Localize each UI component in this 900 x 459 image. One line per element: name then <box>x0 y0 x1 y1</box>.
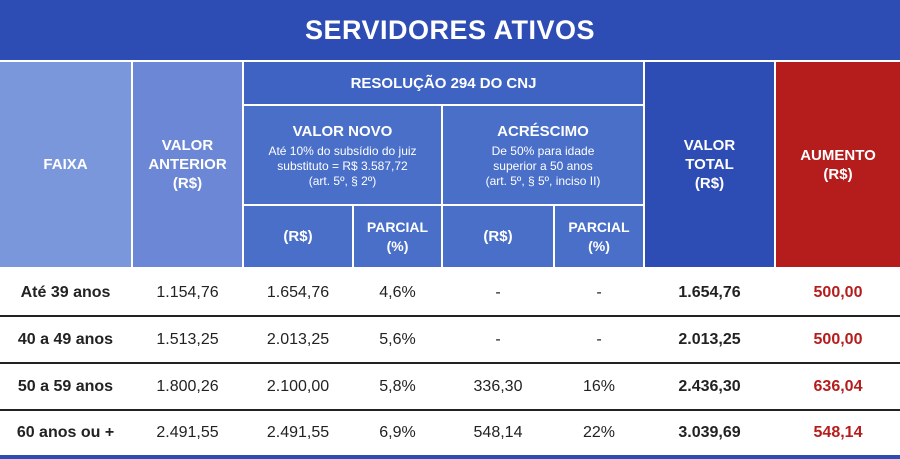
header-resolucao-label: RESOLUÇÃO 294 DO CNJ <box>350 74 537 92</box>
cell-faixa: 60 anos ou + <box>16 424 115 441</box>
bottom-bar <box>0 455 900 459</box>
cell-anterior: 2.491,55 <box>156 424 219 441</box>
header-acrescimo-title: ACRÉSCIMO <box>497 122 589 140</box>
subheader-novo-rs-label: (R$) <box>283 228 313 245</box>
cell-aumento: 500,00 <box>813 283 863 301</box>
cell-acrescimo-parcial: - <box>596 283 602 301</box>
cell-faixa: 50 a 59 anos <box>17 377 114 395</box>
cell-acrescimo: 336,30 <box>473 377 523 395</box>
subheader-novo-parcial: PARCIAL (%) <box>354 206 441 267</box>
subheader-acrescimo-rs-label: (R$) <box>483 228 513 245</box>
cell-novo: 2.100,00 <box>266 377 330 395</box>
cell-acrescimo-parcial: 16% <box>582 377 616 395</box>
header-aumento-line2: (R$) <box>823 165 853 183</box>
cell-acrescimo: - <box>495 283 501 301</box>
header-valor-anterior-line1: VALOR <box>161 137 214 154</box>
header-valor-anterior-line3: (R$) <box>172 175 203 192</box>
subheader-novo-parcial-line1: PARCIAL <box>366 218 429 235</box>
header-faixa-label: FAIXA <box>43 156 88 173</box>
cell-acrescimo: - <box>495 330 501 348</box>
page-title: SERVIDORES ATIVOS <box>304 14 596 45</box>
cell-total: 2.436,30 <box>678 377 741 395</box>
table-row: Até 39 anos 1.154,76 1.654,76 4,6% - - 1… <box>0 270 900 317</box>
table-row: 50 a 59 anos 1.800,26 2.100,00 5,8% 336,… <box>0 364 900 411</box>
header-faixa: FAIXA <box>0 62 131 267</box>
cell-acrescimo: 548,14 <box>473 424 523 441</box>
header-acrescimo-note-3: (art. 5º, § 5º, inciso II) <box>485 173 601 188</box>
header-valor-total-line2: TOTAL <box>685 156 734 173</box>
subheader-acrescimo-parcial-line2: (%) <box>588 237 610 254</box>
subheader-novo-parcial-line2: (%) <box>386 237 409 254</box>
header-valor-total: VALOR TOTAL (R$) <box>645 62 774 267</box>
cell-anterior: 1.513,25 <box>156 330 219 348</box>
cell-novo-parcial: 4,6% <box>379 283 416 301</box>
subheader-acrescimo-parcial-line1: PARCIAL <box>568 218 630 235</box>
header-valor-novo-note-3: (art. 5º, § 2º) <box>308 173 377 188</box>
header-valor-total-line3: (R$) <box>694 175 725 192</box>
cell-total: 2.013,25 <box>678 330 741 348</box>
header-valor-anterior: VALOR ANTERIOR (R$) <box>133 62 242 267</box>
header-acrescimo-note-1: De 50% para idade <box>491 143 595 158</box>
table-row: 40 a 49 anos 1.513,25 2.013,25 5,6% - - … <box>0 317 900 364</box>
subheader-novo-rs: (R$) <box>244 206 352 267</box>
header-valor-novo-note-2: substituto = R$ 3.587,72 <box>277 158 408 173</box>
header-valor-total-line1: VALOR <box>683 137 736 154</box>
title-bar: SERVIDORES ATIVOS <box>0 0 900 60</box>
header-acrescimo: ACRÉSCIMO De 50% para idade superior a 5… <box>443 106 643 204</box>
cell-novo-parcial: 5,8% <box>379 377 416 395</box>
subheader-acrescimo-parcial: PARCIAL (%) <box>555 206 643 267</box>
cell-anterior: 1.800,26 <box>156 377 219 395</box>
cell-total: 3.039,69 <box>678 424 741 441</box>
header-valor-novo-note-1: Até 10% do subsídio do juiz <box>268 143 417 158</box>
cell-total: 1.654,76 <box>678 283 741 301</box>
cell-aumento: 548,14 <box>813 424 863 441</box>
header-resolucao: RESOLUÇÃO 294 DO CNJ <box>244 62 643 104</box>
cell-acrescimo-parcial: - <box>596 330 602 348</box>
header-aumento-line1: AUMENTO <box>800 146 876 164</box>
cell-anterior: 1.154,76 <box>156 283 219 301</box>
table-row: 60 anos ou + 2.491,55 2.491,55 6,9% 548,… <box>0 411 900 455</box>
header-valor-novo-title: VALOR NOVO <box>292 122 393 140</box>
cell-faixa: Até 39 anos <box>20 283 111 301</box>
header-aumento: AUMENTO (R$) <box>776 62 900 267</box>
header-valor-novo: VALOR NOVO Até 10% do subsídio do juiz s… <box>244 106 441 204</box>
header-acrescimo-note-2: superior a 50 anos <box>493 158 593 173</box>
header-valor-anterior-line2: ANTERIOR <box>148 156 227 173</box>
cell-aumento: 500,00 <box>813 330 863 348</box>
subheader-acrescimo-rs: (R$) <box>443 206 553 267</box>
cell-novo: 1.654,76 <box>266 283 330 301</box>
cell-acrescimo-parcial: 22% <box>582 424 616 441</box>
cell-faixa: 40 a 49 anos <box>17 330 114 348</box>
cell-novo-parcial: 5,6% <box>379 330 416 348</box>
cell-novo: 2.491,55 <box>266 424 330 441</box>
cell-novo: 2.013,25 <box>266 330 330 348</box>
cell-aumento: 636,04 <box>813 377 863 395</box>
cell-novo-parcial: 6,9% <box>379 424 416 441</box>
